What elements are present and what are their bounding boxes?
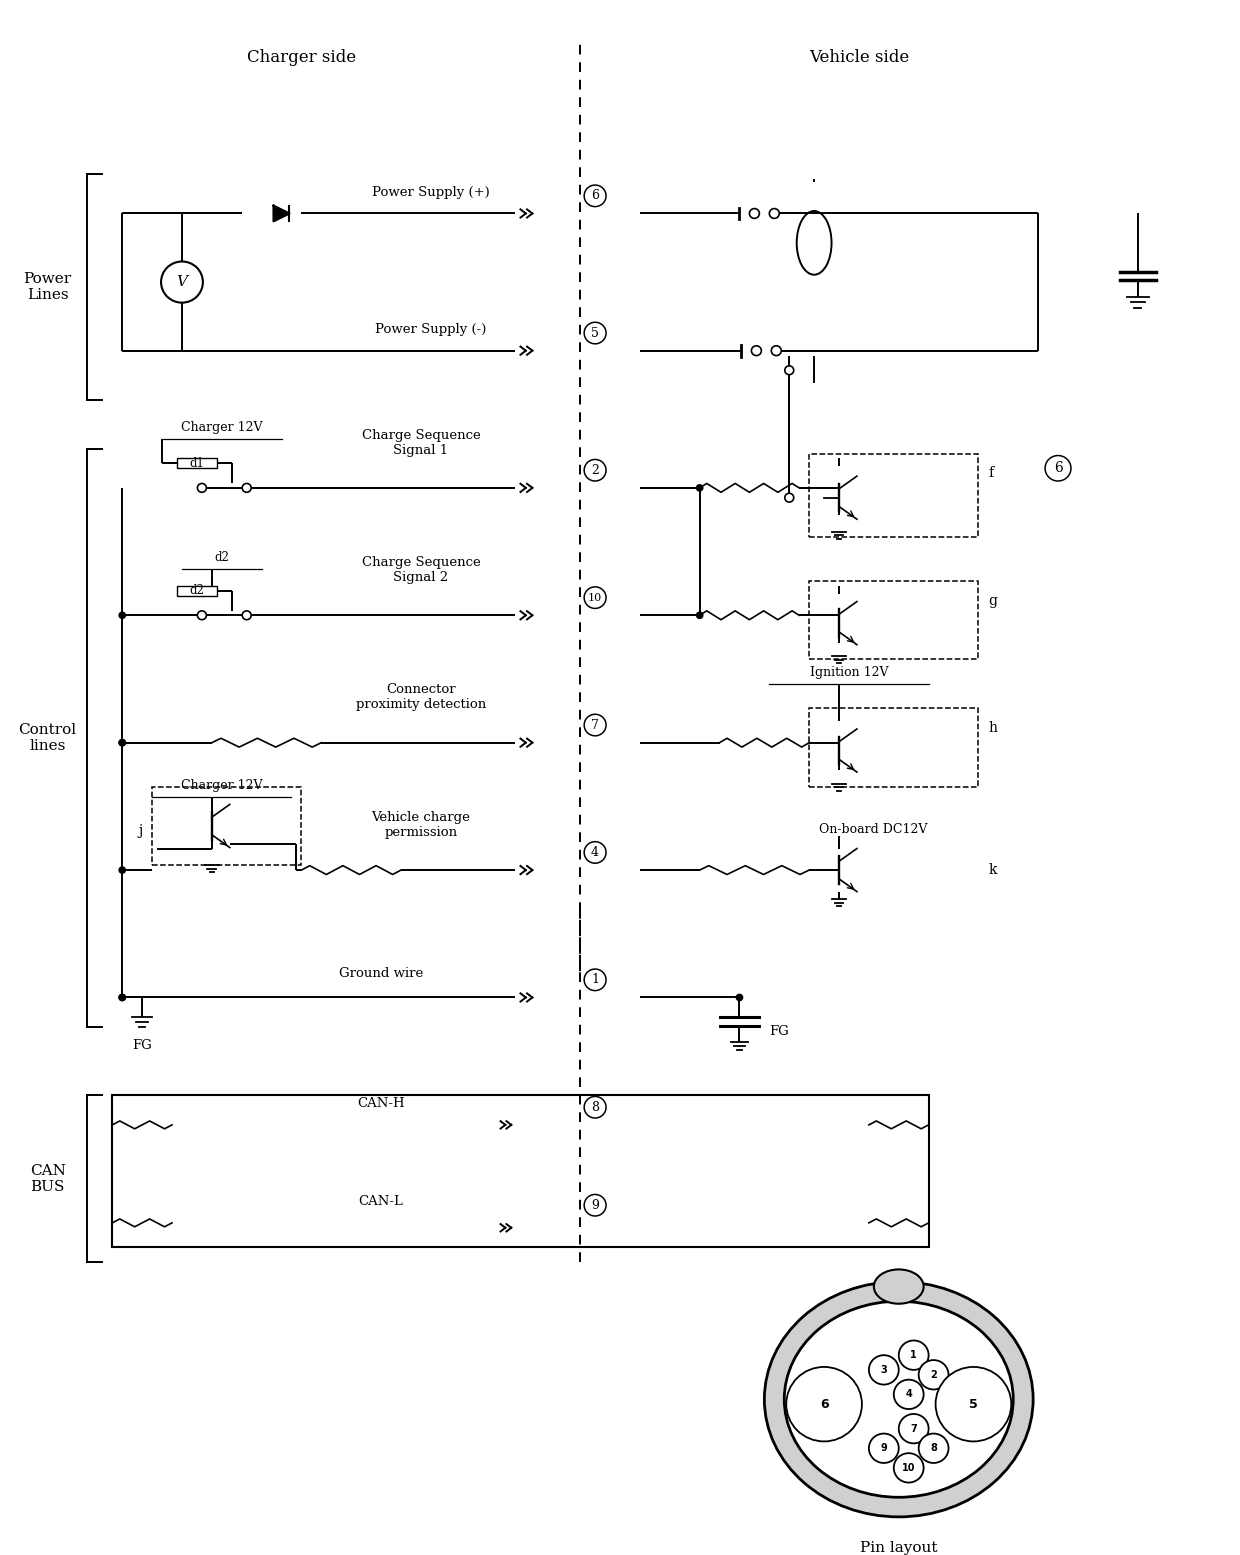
Text: Charger side: Charger side bbox=[247, 50, 356, 67]
Bar bbox=[810, 582, 978, 659]
Ellipse shape bbox=[784, 1302, 1013, 1497]
Bar bbox=[113, 1095, 929, 1247]
Text: f: f bbox=[988, 466, 993, 480]
Text: 2: 2 bbox=[591, 463, 599, 477]
Text: 9: 9 bbox=[591, 1199, 599, 1211]
Circle shape bbox=[894, 1379, 924, 1409]
Text: Vehicle side: Vehicle side bbox=[808, 50, 909, 67]
Text: 10: 10 bbox=[901, 1463, 915, 1473]
Circle shape bbox=[197, 484, 206, 493]
Text: Power Supply (-): Power Supply (-) bbox=[376, 323, 486, 336]
Text: d2: d2 bbox=[190, 585, 205, 597]
Circle shape bbox=[737, 994, 743, 1000]
Circle shape bbox=[749, 208, 759, 218]
Circle shape bbox=[242, 484, 252, 493]
Text: 3: 3 bbox=[880, 1365, 887, 1375]
Text: Charger 12V: Charger 12V bbox=[181, 779, 263, 791]
Bar bbox=[177, 459, 217, 468]
Text: 7: 7 bbox=[910, 1424, 918, 1434]
Text: FG: FG bbox=[769, 1025, 789, 1039]
Text: 1: 1 bbox=[910, 1350, 918, 1361]
Text: 7: 7 bbox=[591, 718, 599, 731]
Circle shape bbox=[197, 611, 206, 620]
Circle shape bbox=[919, 1434, 949, 1463]
Text: Ignition 12V: Ignition 12V bbox=[810, 666, 888, 680]
Text: 6: 6 bbox=[1054, 462, 1063, 476]
Ellipse shape bbox=[764, 1281, 1033, 1516]
Bar bbox=[810, 454, 978, 536]
Text: CAN-L: CAN-L bbox=[358, 1196, 403, 1208]
Circle shape bbox=[919, 1361, 949, 1390]
Text: 1: 1 bbox=[591, 973, 599, 986]
Text: g: g bbox=[988, 594, 997, 608]
Text: h: h bbox=[988, 722, 997, 736]
Text: 6: 6 bbox=[820, 1398, 828, 1410]
Bar bbox=[153, 787, 301, 865]
Circle shape bbox=[119, 740, 125, 746]
Circle shape bbox=[894, 1454, 924, 1482]
Circle shape bbox=[119, 740, 125, 746]
Circle shape bbox=[119, 613, 125, 619]
Text: 6: 6 bbox=[591, 190, 599, 202]
Text: 8: 8 bbox=[930, 1443, 937, 1454]
Circle shape bbox=[786, 1367, 862, 1441]
Text: j: j bbox=[138, 824, 143, 838]
Bar bbox=[810, 709, 978, 787]
Text: k: k bbox=[988, 863, 997, 877]
Text: On-board DC12V: On-board DC12V bbox=[820, 823, 928, 835]
Text: Connector
proximity detection: Connector proximity detection bbox=[356, 683, 486, 711]
Text: Charge Sequence
Signal 2: Charge Sequence Signal 2 bbox=[362, 557, 480, 585]
Text: 9: 9 bbox=[880, 1443, 887, 1454]
Text: 5: 5 bbox=[968, 1398, 978, 1410]
Text: CAN
BUS: CAN BUS bbox=[30, 1163, 66, 1194]
Circle shape bbox=[785, 493, 794, 502]
Text: Charger 12V: Charger 12V bbox=[181, 421, 263, 434]
Text: d1: d1 bbox=[190, 457, 205, 470]
Circle shape bbox=[697, 613, 703, 619]
Text: Charge Sequence
Signal 1: Charge Sequence Signal 1 bbox=[362, 429, 480, 457]
Text: 4: 4 bbox=[905, 1389, 913, 1400]
Polygon shape bbox=[274, 205, 289, 221]
Circle shape bbox=[869, 1434, 899, 1463]
Circle shape bbox=[899, 1340, 929, 1370]
Text: Power Supply (+): Power Supply (+) bbox=[372, 185, 490, 199]
Text: Power
Lines: Power Lines bbox=[24, 272, 72, 302]
Text: V: V bbox=[176, 275, 187, 289]
Text: 5: 5 bbox=[591, 327, 599, 339]
Text: Control
lines: Control lines bbox=[19, 723, 77, 753]
Text: CAN-H: CAN-H bbox=[357, 1098, 405, 1110]
Text: Ground wire: Ground wire bbox=[339, 967, 423, 980]
Circle shape bbox=[785, 365, 794, 375]
Circle shape bbox=[769, 208, 779, 218]
Circle shape bbox=[119, 994, 125, 1000]
Text: FG: FG bbox=[133, 1039, 153, 1051]
Bar bbox=[177, 586, 217, 596]
Circle shape bbox=[697, 485, 703, 491]
Circle shape bbox=[119, 868, 125, 874]
Text: 8: 8 bbox=[591, 1101, 599, 1113]
Circle shape bbox=[899, 1413, 929, 1443]
Text: 10: 10 bbox=[588, 592, 603, 603]
Circle shape bbox=[119, 994, 125, 1000]
Circle shape bbox=[242, 611, 252, 620]
Circle shape bbox=[869, 1354, 899, 1384]
Text: 4: 4 bbox=[591, 846, 599, 858]
Text: Vehicle charge
permission: Vehicle charge permission bbox=[372, 810, 470, 838]
Text: Pin layout: Pin layout bbox=[861, 1541, 937, 1555]
Ellipse shape bbox=[874, 1269, 924, 1303]
Circle shape bbox=[771, 345, 781, 356]
Circle shape bbox=[751, 345, 761, 356]
Circle shape bbox=[935, 1367, 1012, 1441]
Text: d2: d2 bbox=[215, 552, 229, 564]
Text: 2: 2 bbox=[930, 1370, 937, 1379]
